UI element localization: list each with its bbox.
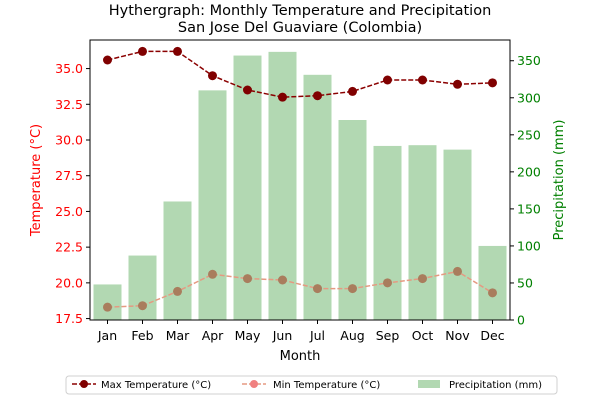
left-temperature-axis: 17.5 20.0 22.5 25.0 27.5 30.0 32.5 35.0 [55,61,90,326]
min-temperature-point [383,278,392,288]
min-temperature-point [243,274,252,284]
min-temperature-point [488,288,497,298]
precipitation-bar [478,245,507,320]
max-temperature-point [313,91,322,101]
right-axis-tick-label: 50 [517,275,533,290]
x-axis-tick-label: Dec [480,328,504,343]
precipitation-bar [408,145,437,320]
precipitation-bar [93,284,122,320]
min-temperature-point [208,269,217,279]
chart-subtitle: San Jose Del Guaviare (Colombia) [178,20,422,36]
x-axis-tick-label: Nov [445,328,470,343]
max-temperature-point [208,71,217,81]
x-axis-tick-label: Mar [166,328,190,343]
min-temperature-point [418,274,427,284]
right-axis-tick-label: 250 [517,127,541,142]
precipitation-bar [128,255,157,320]
x-axis-tick-label: Sep [376,328,400,343]
right-axis-label: Precipitation (mm) [552,120,567,241]
x-axis-tick-label: Feb [131,328,153,343]
right-axis-tick-label: 150 [517,201,541,216]
max-temperature-point [453,79,462,89]
left-axis-tick-label: 35.0 [55,61,83,76]
max-temperature-point [383,75,392,85]
precipitation-bar [198,90,227,321]
max-temperature-line [107,50,493,98]
x-axis-tick-label: Jan [97,328,117,343]
min-temperature-point [103,302,112,312]
left-axis-tick-label: 17.5 [55,311,83,326]
max-temperature-point [103,55,112,65]
max-temperature-point [278,92,287,102]
min-temperature-point [173,286,182,296]
right-axis-tick-label: 350 [517,53,541,68]
min-temperature-point [348,284,357,294]
left-axis-tick-label: 25.0 [55,204,83,219]
left-axis-tick-label: 20.0 [55,275,83,290]
x-axis-label: Month [280,349,321,364]
chart-legend: Max Temperature (°C) Min Temperature (°C… [65,375,558,395]
precipitation-bar [443,149,472,320]
max-temperature-point [243,85,252,95]
precipitation-bars [93,51,507,321]
x-axis-tick-label: Jul [309,328,325,343]
min-temperature-point [453,266,462,276]
left-axis-tick-label: 30.0 [55,133,83,148]
legend-precip-label: Precipitation (mm) [449,380,542,391]
legend-min-label: Min Temperature (°C) [273,380,380,391]
x-axis-tick-label: Apr [202,328,224,343]
legend-max-label: Max Temperature (°C) [101,380,211,391]
right-axis-tick-label: 100 [517,238,541,253]
min-temperature-point [313,284,322,294]
max-temperature-point [418,75,427,85]
max-temperature-point [488,78,497,88]
legend-max-marker [80,380,88,388]
x-axis-tick-label: Oct [412,328,434,343]
left-axis-label: Temperature (°C) [29,124,44,237]
left-axis-tick-label: 27.5 [55,168,83,183]
plot-frame [89,39,511,321]
month-axis: Jan Feb Mar Apr May Jun Jul Aug Sep Oct Nov Dec [97,320,505,343]
min-temperature-line [107,270,493,308]
max-temperature-point [348,86,357,96]
right-precipitation-axis: 0 50 100 150 200 250 300 350 [510,53,541,328]
min-temperature-point [138,301,147,311]
right-axis-tick-label: 0 [517,313,525,328]
right-axis-tick-label: 300 [517,90,541,105]
chart-title: Hythergraph: Monthly Temperature and Pre… [109,3,492,19]
precipitation-bar [373,145,402,320]
right-axis-tick-label: 200 [517,164,541,179]
max-temperature-point [138,46,147,56]
left-axis-tick-label: 32.5 [55,97,83,112]
x-axis-tick-label: Jun [272,328,293,343]
precipitation-bar [163,201,192,320]
x-axis-tick-label: Aug [340,328,364,343]
x-axis-tick-label: May [235,328,261,343]
left-axis-tick-label: 22.5 [55,240,83,255]
max-temperature-point [173,46,182,56]
temperature-lines [103,46,497,312]
legend-min-marker [250,380,258,388]
precipitation-bar [303,74,332,320]
legend-precip-swatch [418,380,440,388]
min-temperature-point [278,275,287,285]
